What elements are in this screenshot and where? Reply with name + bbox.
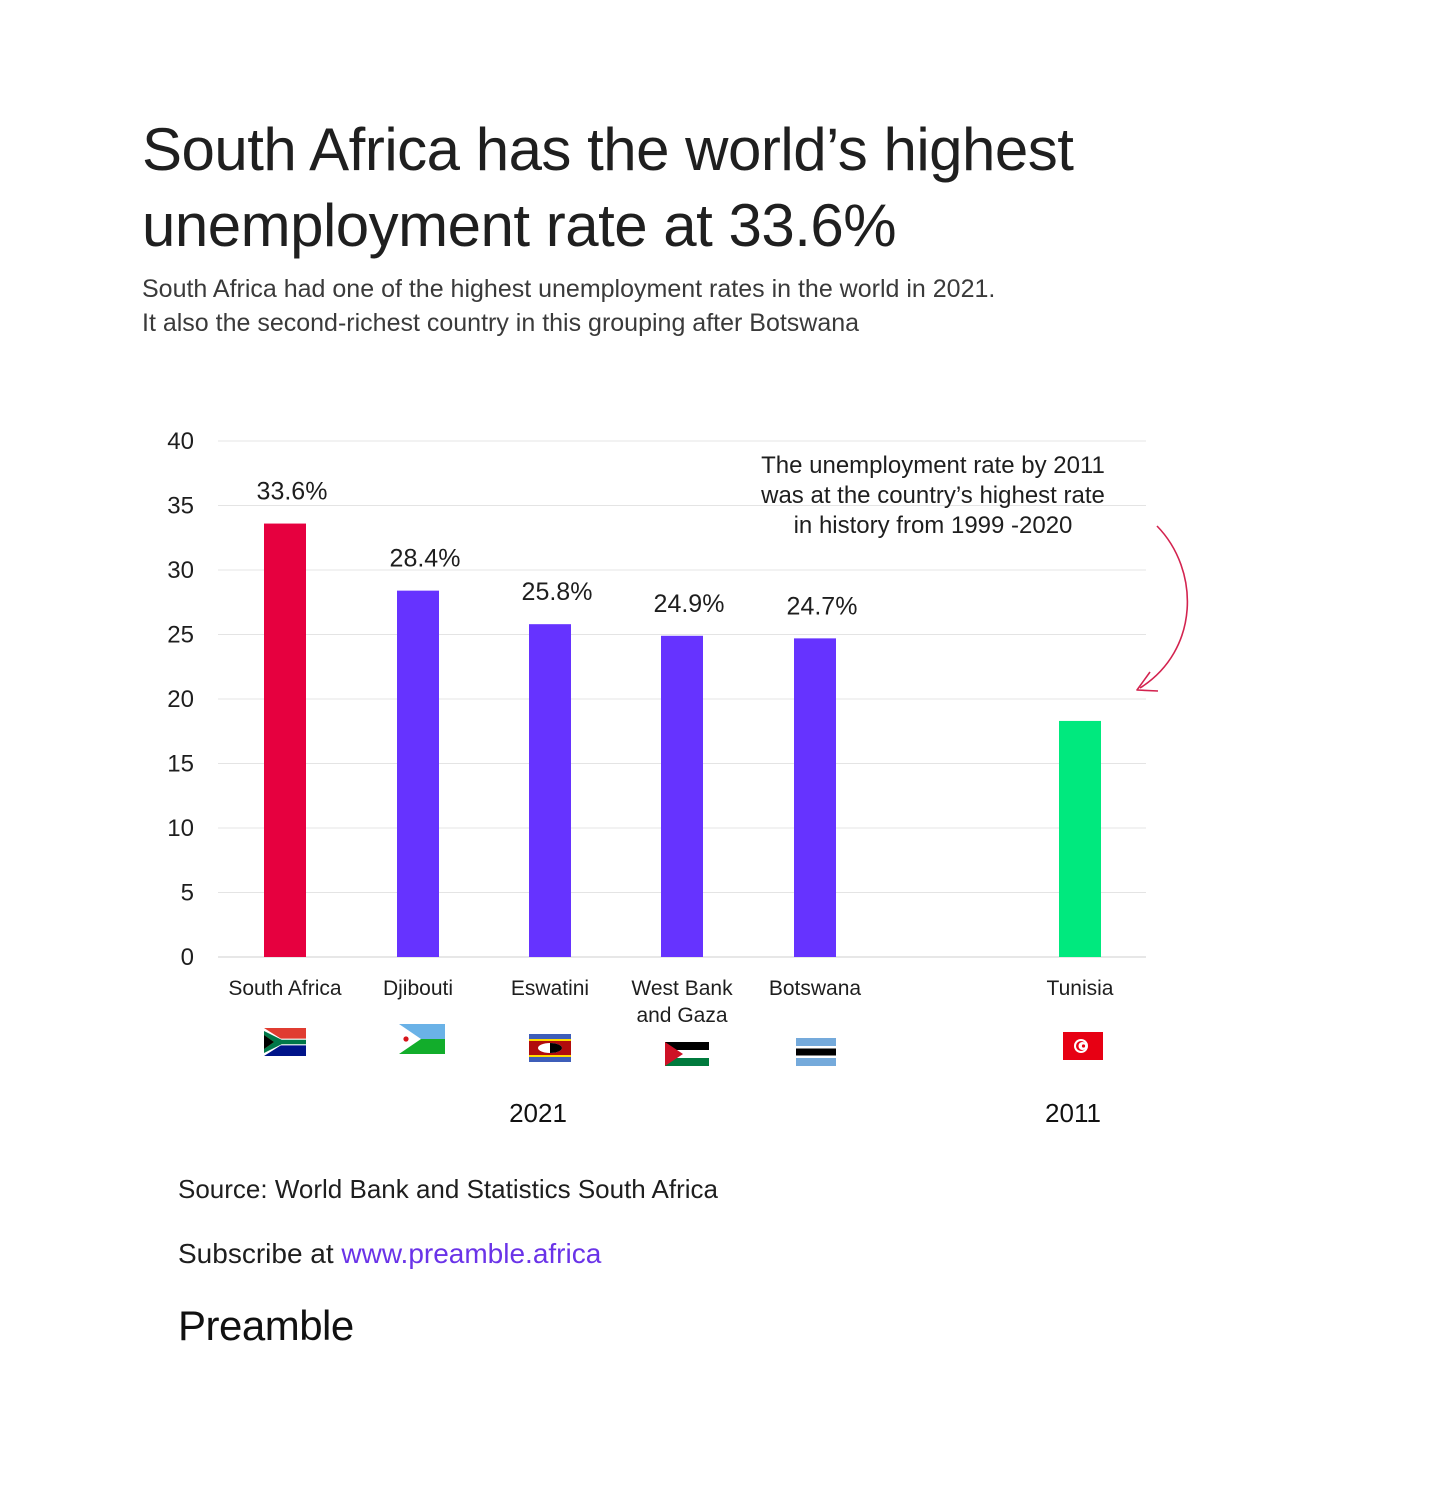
- unemployment-bar-chart: 0 5 10 15 20 25 30 35 40 33.6% South Africa 28.4% Dj…: [167, 428, 1189, 1128]
- data-label: 28.4%: [390, 545, 461, 573]
- page-title: South Africa has the world’s highest une…: [142, 116, 1074, 259]
- annotation-arrow: [1139, 525, 1189, 689]
- y-tick-label: 15: [167, 751, 194, 778]
- x-tick-label: Botswana: [769, 977, 862, 1000]
- y-tick-label: 40: [167, 428, 194, 455]
- x-tick-label: Djibouti: [383, 977, 453, 1000]
- subtitle-line-1: South Africa had one of the highest unem…: [142, 275, 996, 303]
- bar: [661, 635, 703, 957]
- subscribe-line: Subscribe at www.preamble.africa: [178, 1238, 601, 1270]
- tunisia-flag-icon: [1063, 1032, 1103, 1060]
- annotation-text: The unemployment rate by 2011 was at the …: [760, 452, 1105, 539]
- y-tick-label: 10: [167, 815, 194, 842]
- x-tick-label: West Bank and Gaza: [631, 977, 733, 1027]
- subtitle-line-2: It also the second-richest country in th…: [142, 309, 860, 337]
- y-tick-label: 20: [167, 686, 194, 713]
- bar: [794, 638, 836, 957]
- x-tick-label: Tunisia: [1047, 977, 1114, 1000]
- subtitle: South Africa had one of the highest unem…: [142, 272, 1242, 340]
- bar: [264, 523, 306, 957]
- group-label-2021: 2021: [509, 1098, 567, 1128]
- y-tick-label: 35: [167, 493, 194, 520]
- data-label: 24.9%: [654, 590, 725, 618]
- source-note: Source: World Bank and Statistics South …: [178, 1174, 719, 1204]
- djibouti-flag-icon: [399, 1024, 445, 1054]
- south-africa-flag-icon: [264, 1028, 306, 1056]
- y-tick-label: 30: [167, 557, 194, 584]
- bar: [529, 624, 571, 957]
- data-label: 33.6%: [257, 478, 328, 506]
- bar: [1059, 720, 1101, 957]
- data-label: 25.8%: [522, 578, 593, 606]
- brand-logo: Preamble: [178, 1302, 354, 1349]
- x-tick-label: South Africa: [228, 977, 342, 1000]
- botswana-flag-icon: [796, 1038, 836, 1066]
- bar: [397, 590, 439, 957]
- palestine-flag-icon: [665, 1042, 709, 1066]
- data-label: 24.7%: [787, 592, 858, 620]
- x-tick-label: Eswatini: [511, 977, 589, 1000]
- subscribe-link[interactable]: www.preamble.africa: [341, 1238, 602, 1269]
- y-tick-label: 5: [181, 880, 194, 907]
- eswatini-flag-icon: [529, 1034, 571, 1062]
- y-tick-label: 25: [167, 622, 194, 649]
- annotation-arrow-head: [1136, 671, 1159, 692]
- subscribe-prefix: Subscribe at: [178, 1238, 342, 1269]
- group-label-2011: 2011: [1045, 1098, 1101, 1128]
- y-tick-label: 0: [181, 944, 194, 971]
